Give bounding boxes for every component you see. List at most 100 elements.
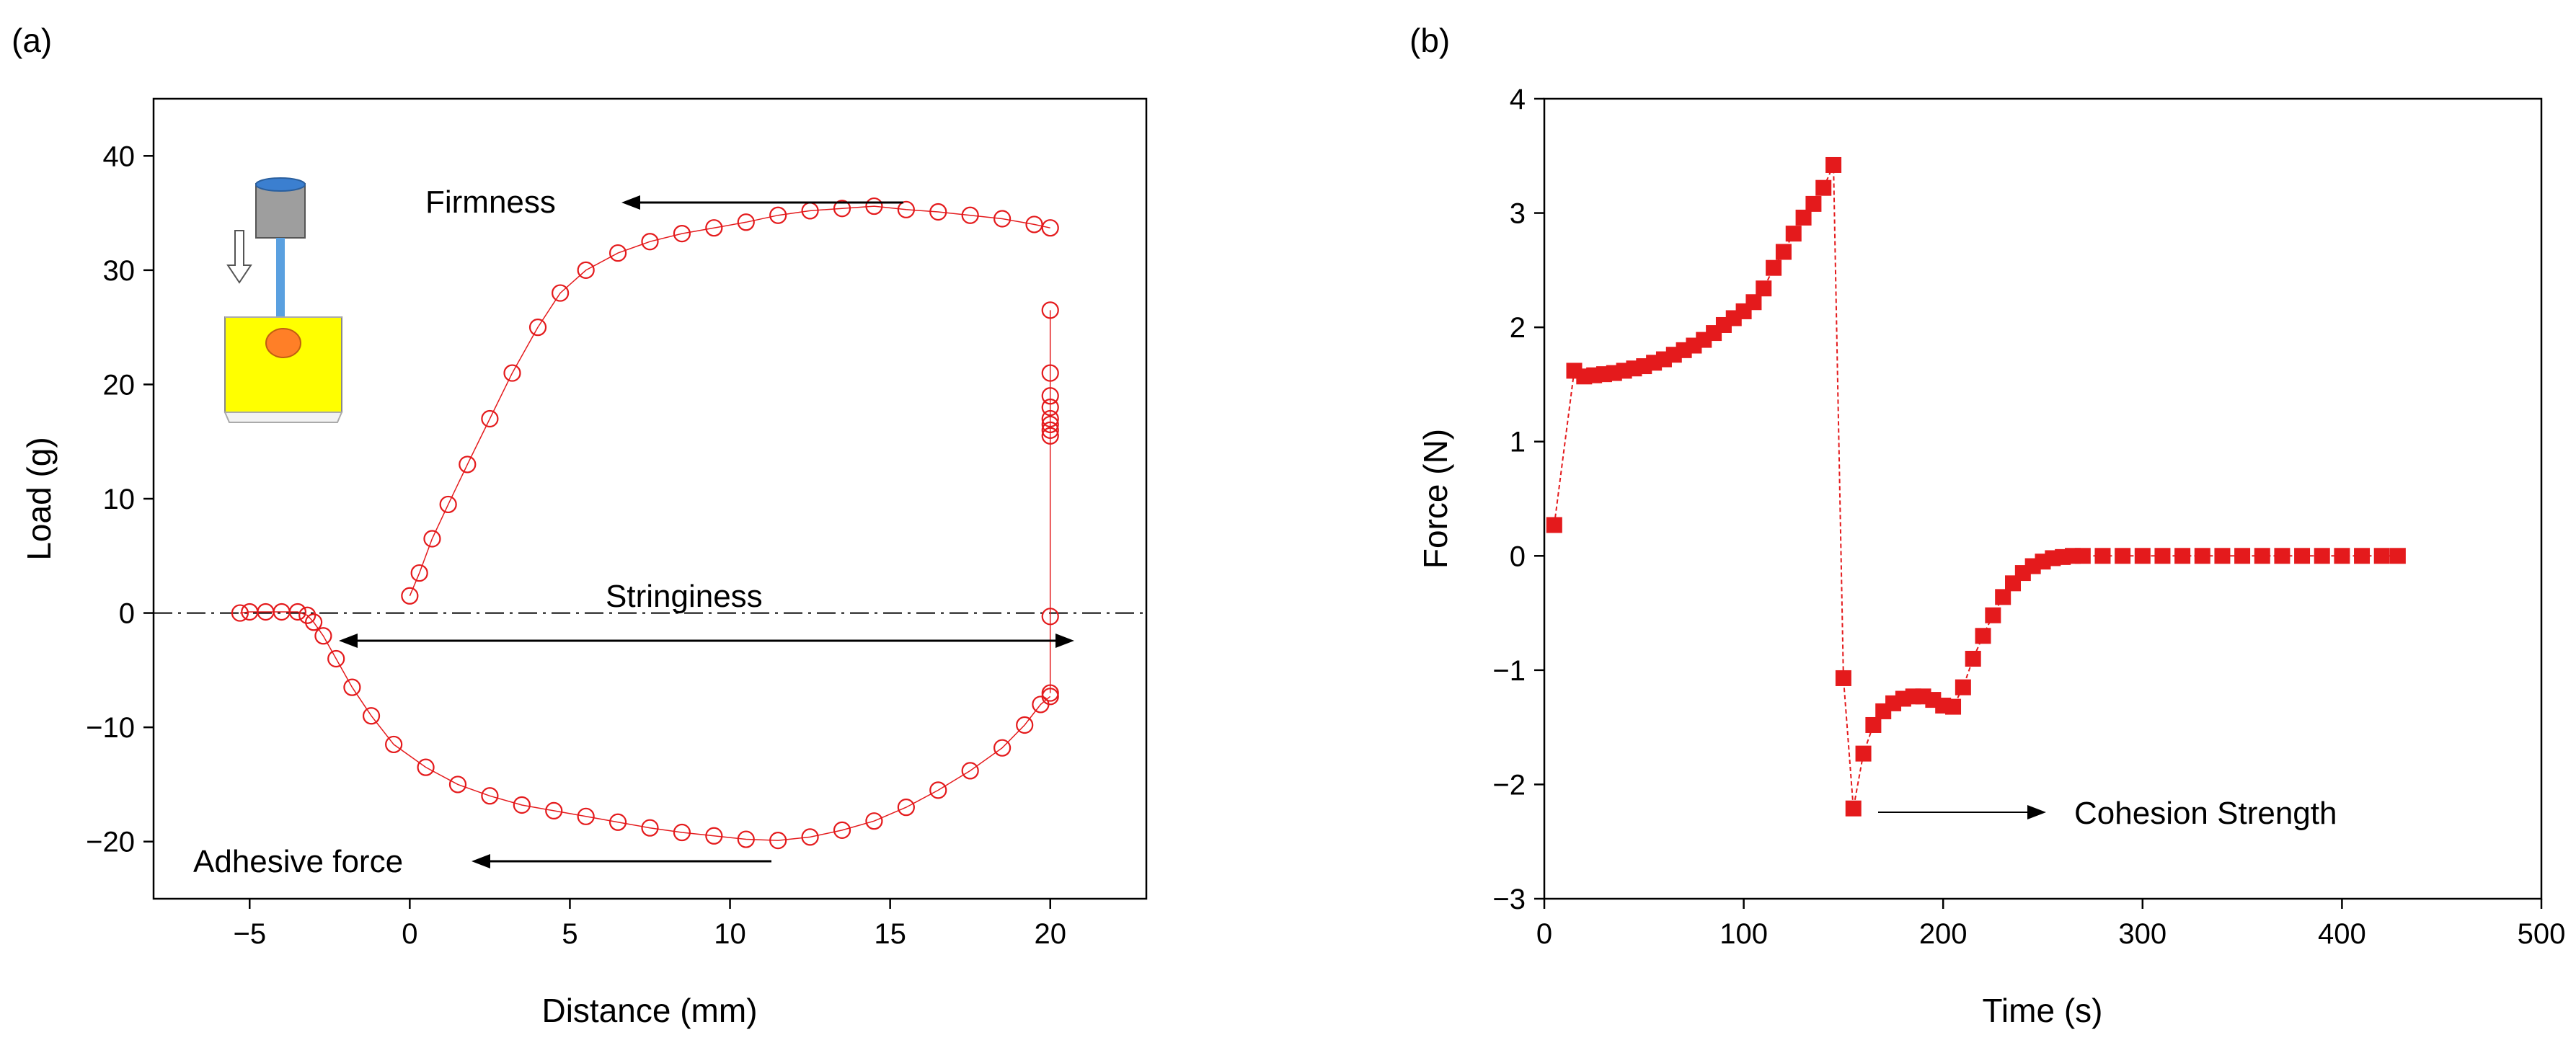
y-tick-label: −10 [86,712,135,744]
panel-a-data-point [1041,301,1059,319]
y-tick-label: 4 [1510,84,1526,115]
panel-b-data-point [1955,679,1971,695]
panel-a-data-point [343,678,361,696]
panel-a-data-point [1041,688,1059,706]
y-tick-label: 1 [1510,427,1526,458]
panel-b-data-point [1805,195,1822,212]
x-tick-label: −5 [233,918,266,950]
panel-a-data-point [673,225,691,243]
panel-b-data-point [1775,244,1792,260]
adhesive-force-label: Adhesive force [193,844,403,879]
panel-a-data-point [423,530,441,548]
panel-b-label: (b) [1409,22,1450,59]
y-tick-label: 3 [1510,198,1526,230]
panel-a-data-point [1025,215,1043,234]
panel-b-data-point [1766,259,1782,276]
panel-a-series-trace [409,205,1050,597]
panel-b-data-point [2373,548,2390,564]
panel-a-data-point [961,206,979,224]
panel-a-data-point [897,799,915,817]
panel-b-data-point [2294,548,2311,564]
panel-a-data-point [1016,716,1034,734]
panel-a-data-point [304,613,323,631]
panel-a-data-point [401,587,419,605]
panel-a-data-point [1041,219,1059,237]
panel-b-data-point [2154,548,2171,564]
panel-b-data-point [2334,548,2350,564]
panel-a-data-point [439,495,457,514]
panel-b-data-point [2314,548,2330,564]
panel-b-data-points [1546,156,2406,817]
panel-b-data-point [1855,745,1872,762]
panel-b-data-point [1945,698,1962,715]
panel-b-data-point [2234,548,2251,564]
panel-b-data-point [1845,800,1862,817]
panel-b-data-point [1785,226,1802,242]
cohesion-strength-label: Cohesion Strength [2074,796,2337,831]
panel-b-data-point [2074,548,2091,564]
panel-b-data-point [2389,548,2406,564]
panel-a-data-point [1041,415,1059,434]
panel-a-data-point [737,830,755,848]
panel-b-data-point [2094,548,2111,564]
panel-a-annotations: Firmness Stringiness Adhesive force [193,185,1074,879]
panel-b-x-axis-title: Time (s) [1983,992,2103,1029]
y-tick-label: 20 [103,369,136,401]
panel-a-data-point [417,758,435,776]
panel-a-data-point [1041,399,1059,417]
panel-a-data-point [673,823,691,842]
panel-a-data-point [552,284,570,302]
x-tick-label: 15 [874,918,906,950]
panel-a-data-point [641,819,659,837]
y-tick-label: −3 [1492,884,1526,915]
firmness-label: Firmness [425,185,556,220]
panel-a-data-point [833,821,851,839]
panel-a-data-point [362,707,381,725]
x-tick-label: 10 [714,918,746,950]
x-tick-label: 300 [2118,918,2166,950]
panel-a-data-point [961,762,979,780]
panel-a-data-point [641,233,659,251]
stringiness-label: Stringiness [606,579,763,614]
panel-a-data-point [327,649,345,668]
x-tick-label: 0 [1536,918,1552,950]
x-tick-label: 100 [1719,918,1768,950]
panel-b-data-point [2194,548,2210,564]
panel-a-data-point [459,455,477,474]
panel-b-data-point [2354,548,2371,564]
panel-a-data-point [288,603,306,621]
panel-a-data-point [897,200,915,218]
panel-b-data-point [1825,156,1842,173]
panel-a-data-point [608,244,627,262]
panel-b-y-axis-title: Force (N) [1417,429,1454,569]
panel-b-annotations: Cohesion Strength [1878,796,2337,831]
panel-a-data-point [577,807,595,825]
cohesion-strength-arrowhead [2027,805,2046,819]
panel-a: (a) −5 0 5 10 15 20 −20 −10 0 10 20 30 40 Firmness S… [12,22,1148,1029]
panel-a-data-point [1041,608,1059,626]
panel-b-data-point [1975,628,1991,644]
y-tick-label: 0 [1510,541,1526,572]
panel-a-data-point [801,828,819,846]
panel-a-data-point [513,796,531,814]
panel-b-data-point [2214,548,2231,564]
panel-a-data-point [1041,421,1059,439]
panel-a-data-point [769,206,787,224]
panel-a-series-trace [239,611,1051,841]
panel-a-data-point [1041,409,1059,428]
panel-a-data-point [231,604,249,622]
panel-b-ticks: 0 100 200 300 400 500 −3 −2 −1 0 1 2 3 4 [1492,84,2565,950]
x-tick-label: 20 [1034,918,1066,950]
probe-schematic-icon [223,177,343,423]
x-tick-label: 5 [562,918,577,950]
firmness-arrowhead [621,195,640,210]
panel-a-data-point [503,364,521,382]
panel-a-data-point [833,200,851,218]
panel-a-data-point [929,203,947,221]
panel-b-data-point [2134,548,2151,564]
panel-b-data-point [2174,548,2191,564]
panel-a-data-point [705,827,723,845]
stringiness-arrowhead-right [1055,634,1074,648]
panel-a-data-point [577,261,595,279]
